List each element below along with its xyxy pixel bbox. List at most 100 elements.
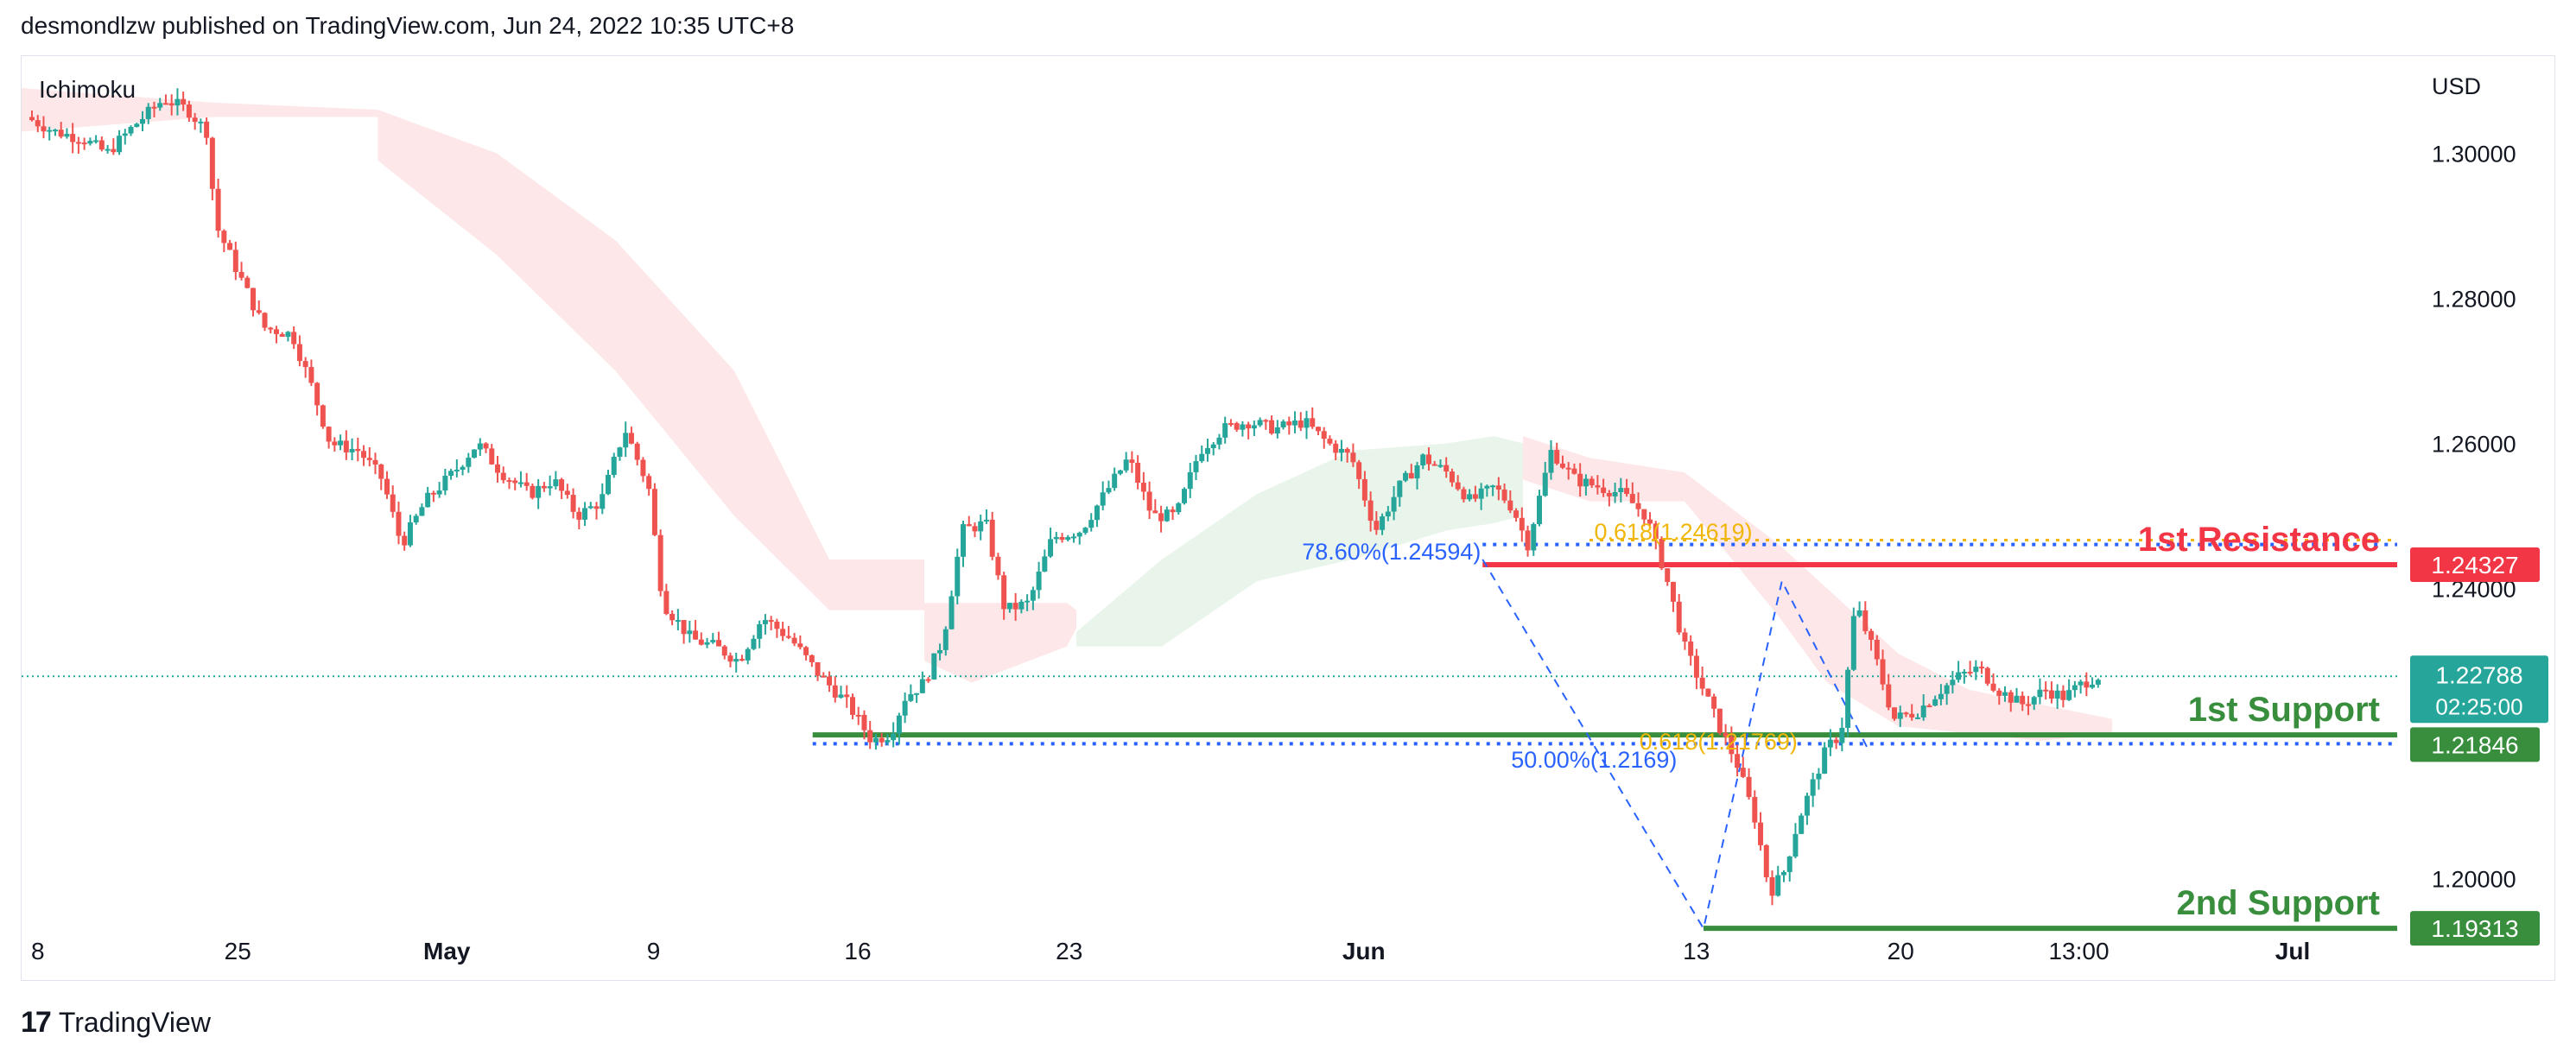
candle-body [791,637,797,644]
candle-body [634,443,640,460]
candle-body [1228,423,1234,426]
candle-body [466,458,472,467]
candle-body [396,511,402,536]
candle-body [1735,754,1741,768]
candle-body [1769,876,1775,896]
candlestick-chart[interactable]: 0.618(1.24619) 78.60%(1.24594) 0.618(1.217… [22,56,2554,980]
candle-body [1961,672,1967,674]
candle-body [2025,704,2031,706]
level-lines [812,538,2397,932]
candle-body [809,654,815,662]
candle-body [1187,471,1193,490]
candle-body [489,448,495,465]
candle-body [1676,601,1682,633]
currency-label: USD [2432,73,2481,99]
candle-body [1059,536,1065,541]
candle-body [1548,450,1554,473]
candle-body [2002,692,2008,696]
candle-body [1088,520,1094,528]
candle-body [232,250,238,272]
candle-body [117,136,123,153]
candle-body [1763,844,1769,877]
price-tag-0[interactable] [2410,547,2540,583]
candle-body [308,367,314,383]
candle-body [1729,737,1735,755]
candle-body [1559,463,1565,468]
candle-body [1380,516,1386,530]
candle-body [2090,684,2096,688]
fib-label-1: 78.60%(1.24594) [1302,539,1481,565]
candle-body [1775,875,1781,896]
x-tick-label: 8 [31,938,45,964]
candle-body [600,494,606,509]
candle-body [727,655,733,662]
candle-body [1792,833,1799,857]
candle-body [606,474,612,495]
candle-body [838,694,844,698]
candle-body [832,685,838,698]
candle-body [1344,448,1350,453]
candle-body [1996,690,2002,696]
tradingview-brand: TradingView [58,1006,211,1038]
candle-body [751,638,757,649]
candle-body [1333,443,1339,453]
candle-body [1374,521,1380,530]
candle-body [955,556,961,597]
candle-body [1554,450,1560,464]
candle-body [186,104,192,118]
candle-body [2037,689,2043,698]
candle-body [181,98,187,105]
candle-body [1944,685,1950,694]
candle-body [1856,610,1862,617]
candle-body [745,648,751,661]
candle-body [402,535,408,546]
candle-body [774,622,780,629]
candle-body [949,596,955,629]
price-tag-1[interactable] [2410,727,2540,762]
candle-body [651,489,657,535]
indicator-label[interactable]: Ichimoku [39,76,136,103]
candle-body [1827,739,1833,748]
candle-body [1869,630,1875,640]
candle-body [1886,684,1892,708]
candle-body [192,117,198,123]
candle-body [1845,669,1851,728]
candle-body [436,490,442,495]
candle-body [1042,556,1048,572]
candle-body [151,106,157,109]
x-tick-label: 9 [647,938,661,964]
candle-body [372,459,378,465]
candle-body [966,524,972,527]
candle-body [879,737,885,743]
current-price-tag[interactable] [2410,655,2548,724]
candle-body [1716,708,1723,733]
candle-body [1542,472,1548,496]
x-tick-label: 16 [844,938,871,964]
price-tag-2[interactable] [2410,911,2540,946]
candle-body [1106,488,1112,493]
candle-body [1780,871,1786,876]
candle-body [896,715,902,734]
tradingview-footer[interactable]: 17 TradingView [21,1005,211,1040]
candle-body [1431,464,1437,466]
candle-body [512,480,518,484]
candle-body [1018,601,1025,610]
price-tag-label-0: 1.24327 [2431,552,2518,579]
candle-body [1850,616,1856,670]
candle-body [983,519,989,522]
y-tick-label: 1.28000 [2432,287,2516,313]
candle-body [1897,712,1903,719]
candle-body [1926,705,1932,708]
y-tick-label: 1.20000 [2432,866,2516,892]
candle-body [1571,468,1577,474]
candle-body [1670,581,1676,602]
chart-frame[interactable]: 0.618(1.24619) 78.60%(1.24594) 0.618(1.217… [21,55,2555,981]
candle-body [1397,480,1403,497]
candle-body [1076,533,1082,537]
candle-body [1449,471,1455,483]
candle-body [739,659,745,661]
candle-body [1804,795,1810,816]
candle-body [98,140,105,150]
candle-body [861,714,867,730]
candle-body [111,149,117,153]
